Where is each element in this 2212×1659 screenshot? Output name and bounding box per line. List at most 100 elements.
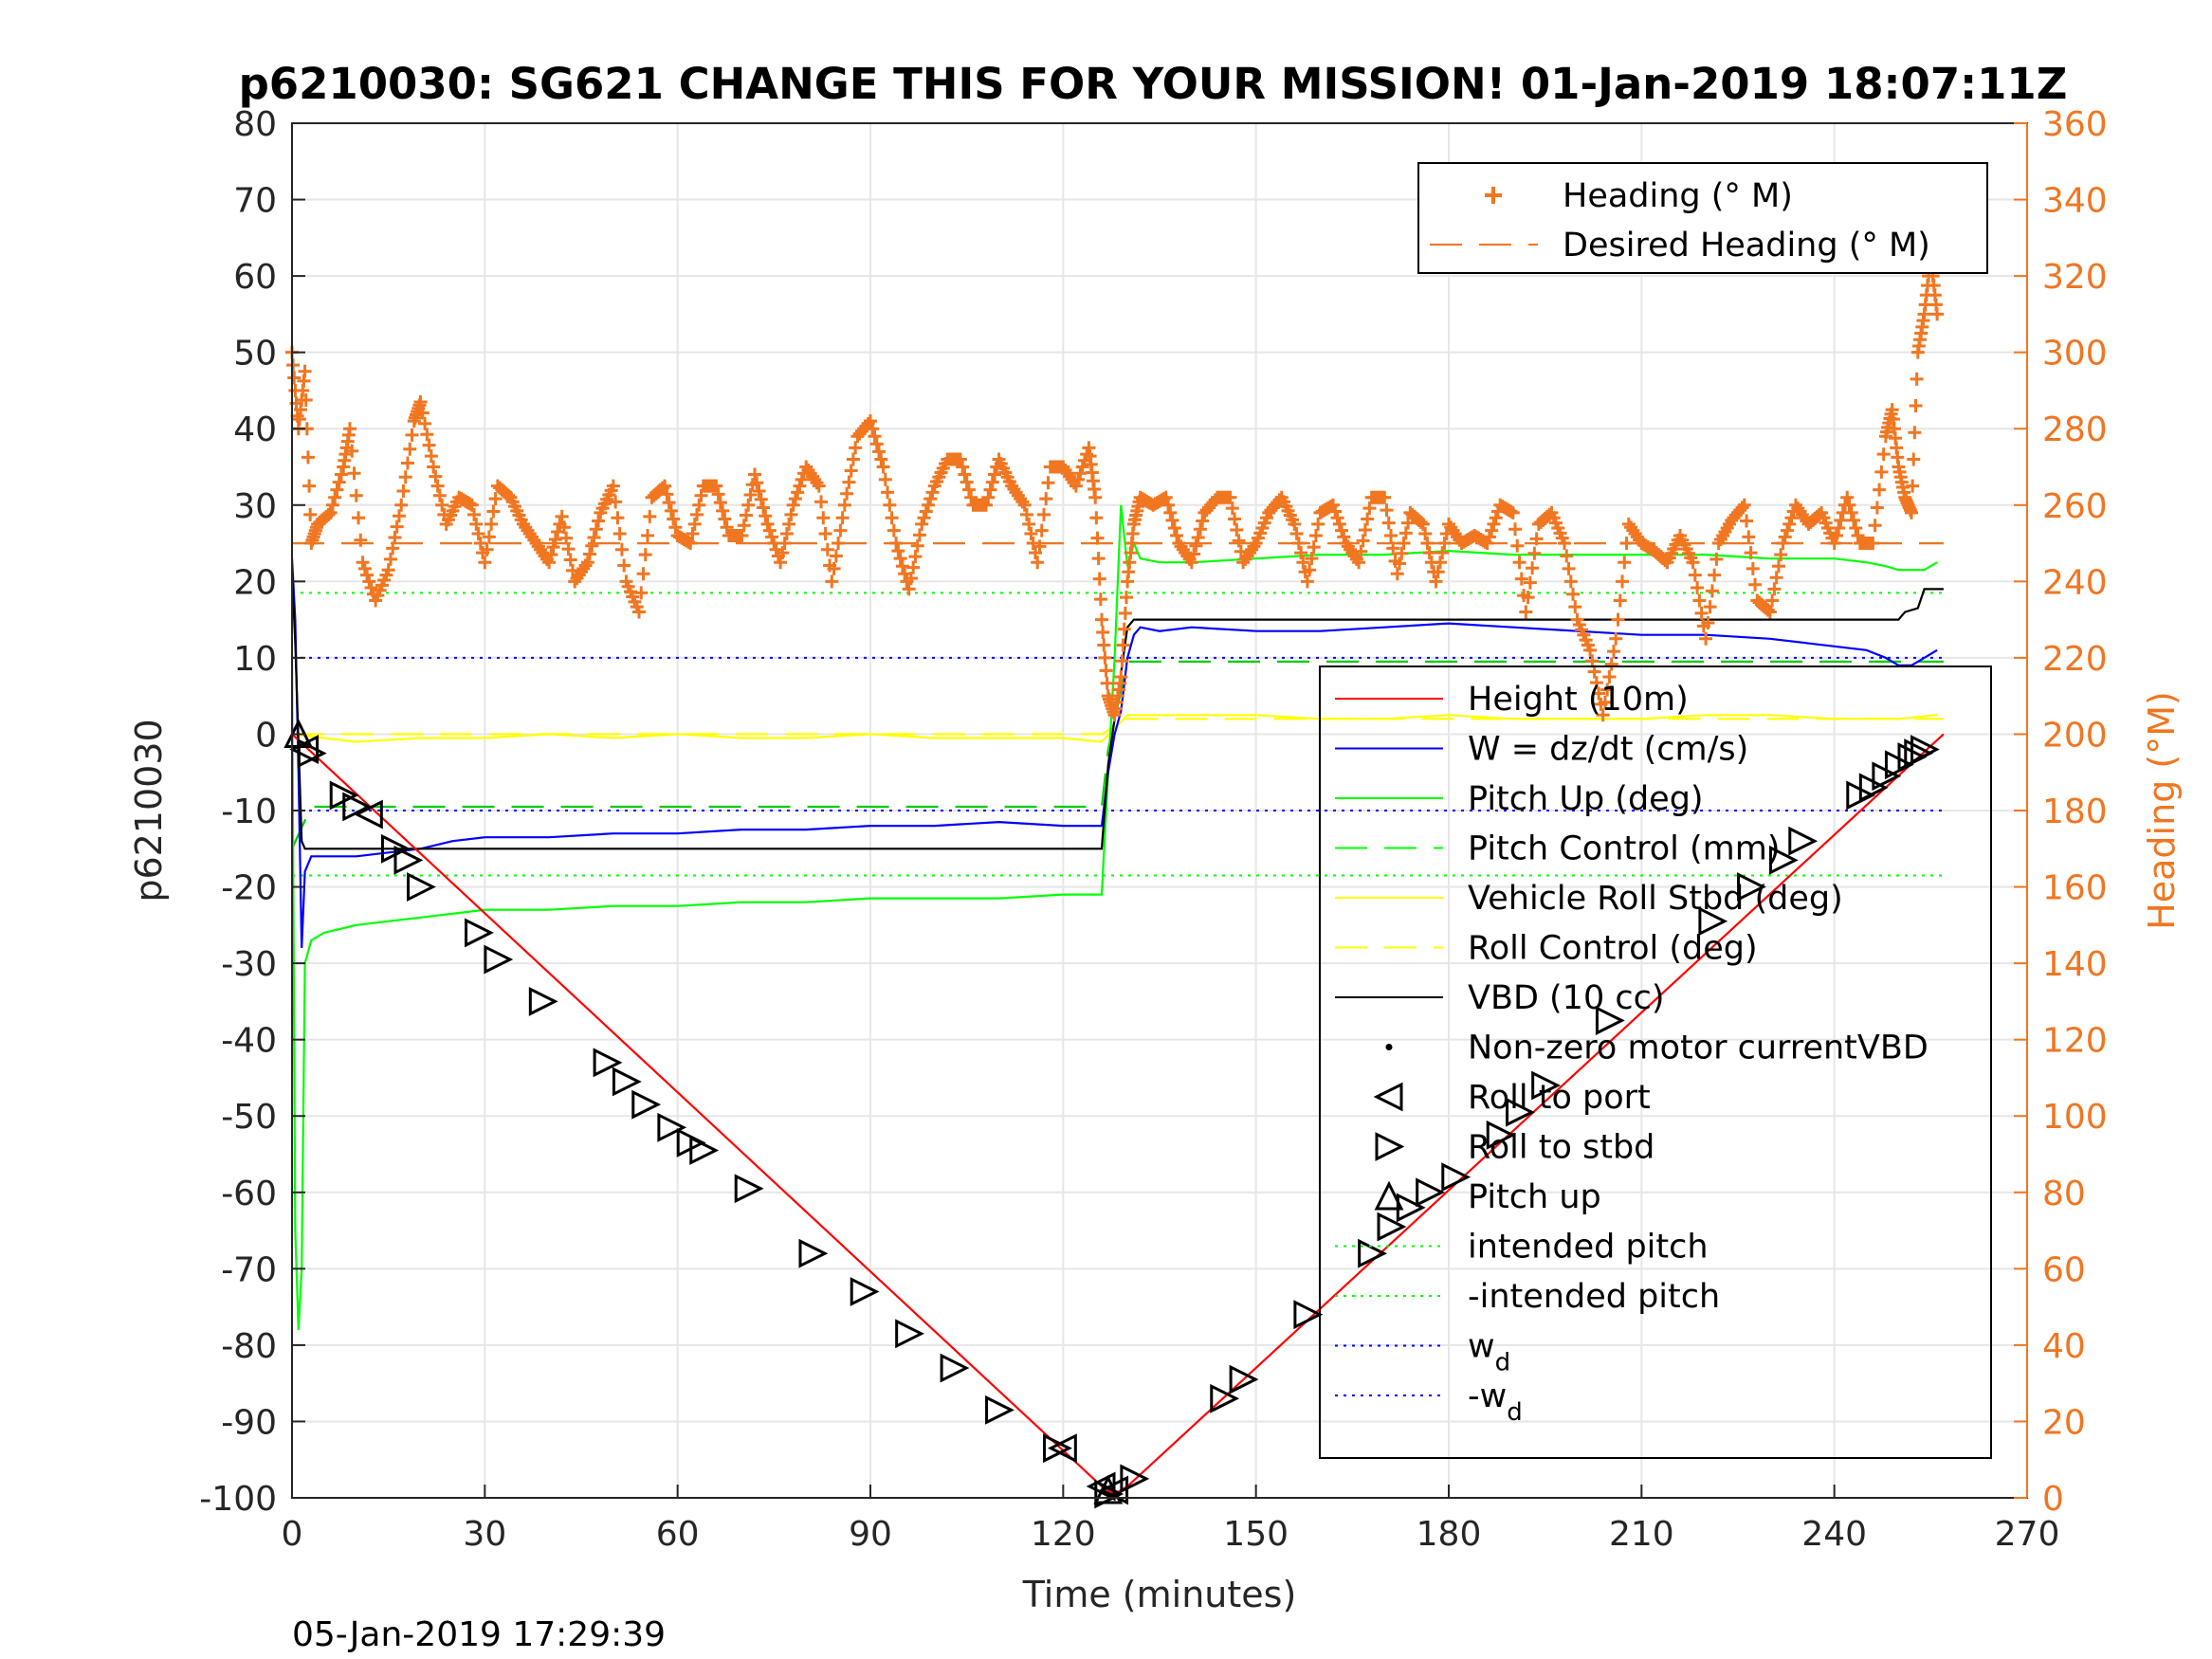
heading-point xyxy=(1437,537,1452,551)
heading-point xyxy=(687,517,702,531)
heading-point xyxy=(580,556,594,570)
heading-point xyxy=(827,561,841,575)
heading-point xyxy=(1909,399,1923,413)
heading-point xyxy=(1692,593,1707,608)
heading-point xyxy=(1223,490,1237,504)
y-right-tick-label: 320 xyxy=(2042,258,2108,297)
heading-point xyxy=(1041,476,1055,490)
heading-point xyxy=(1433,556,1447,570)
heading-point xyxy=(814,495,829,509)
heading-point xyxy=(1330,511,1344,525)
heading-point xyxy=(488,492,503,506)
heading-point xyxy=(1868,519,1882,533)
roll-to-stbd-marker xyxy=(1531,1070,1562,1101)
heading-point xyxy=(1091,552,1106,566)
heading-point xyxy=(398,470,412,484)
heading-point xyxy=(922,498,935,512)
heading-point xyxy=(1294,546,1308,560)
heading-point xyxy=(1228,512,1242,526)
heading-point xyxy=(328,490,342,504)
heading-point xyxy=(1431,565,1445,579)
roll-to-stbd-marker xyxy=(1441,1162,1472,1193)
y-tick-label: -30 xyxy=(221,945,277,984)
heading-point xyxy=(1397,537,1411,551)
heading-point xyxy=(1908,426,1922,440)
heading-point xyxy=(960,475,974,489)
heading-point xyxy=(878,472,892,486)
heading-point xyxy=(1589,676,1603,690)
heading-point xyxy=(667,512,681,526)
heading-point xyxy=(711,487,725,501)
heading-point xyxy=(542,556,557,570)
heading-point xyxy=(825,574,839,589)
heading-point xyxy=(1876,447,1891,462)
legend-label: Height (10m) xyxy=(1468,681,1689,719)
heading-point xyxy=(812,479,826,493)
heading-point xyxy=(686,526,700,540)
roll-to-stbd-marker xyxy=(1595,1006,1625,1035)
heading-point xyxy=(1618,556,1632,570)
heading-point xyxy=(1847,513,1860,527)
heading-point xyxy=(919,504,933,519)
heading-point xyxy=(1095,612,1108,627)
heading-point xyxy=(1616,574,1629,589)
heading-point xyxy=(1527,546,1542,560)
heading-point xyxy=(1354,544,1368,558)
y-axis-right-label: Heading (°M) xyxy=(2141,691,2183,930)
heading-point xyxy=(752,484,766,499)
heading-point xyxy=(559,531,574,545)
heading-point xyxy=(1300,574,1314,589)
heading-point xyxy=(1780,523,1794,538)
legend-main: Height (10m) W = dz/dt (cm/s) Pitch Up (de… xyxy=(1319,665,1992,1459)
heading-point xyxy=(323,505,338,520)
heading-point xyxy=(1332,517,1346,531)
heading-point xyxy=(1380,503,1394,518)
heading-point xyxy=(606,479,620,493)
series-pitch-control-mm xyxy=(290,660,1944,849)
heading-point xyxy=(1115,654,1129,668)
legend-heading-swatch xyxy=(1485,187,1502,204)
grid xyxy=(292,123,2027,1498)
roll-to-stbd-marker xyxy=(342,792,373,822)
heading-point xyxy=(345,444,359,458)
heading-point xyxy=(1776,537,1790,551)
heading-point xyxy=(777,537,792,551)
heading-point xyxy=(1114,670,1128,684)
roll-to-port-marker xyxy=(353,799,383,830)
heading-point xyxy=(1335,523,1349,538)
heading-point xyxy=(392,509,406,523)
heading-point xyxy=(1117,622,1131,636)
y-right-tick-label: 80 xyxy=(2042,1175,2086,1213)
y-tick-label: 70 xyxy=(233,182,277,221)
x-tick-label: 120 xyxy=(1031,1515,1096,1554)
heading-point xyxy=(1184,556,1198,570)
heading-point xyxy=(1523,575,1537,590)
heading-point xyxy=(1907,452,1921,466)
y-tick-label: 10 xyxy=(233,640,277,679)
heading-point xyxy=(1487,517,1501,531)
heading-point xyxy=(486,504,501,519)
heading-point xyxy=(1019,507,1033,521)
heading-point xyxy=(748,467,761,482)
heading-point xyxy=(1705,584,1719,598)
heading-point xyxy=(1778,530,1792,544)
y-tick-label: 20 xyxy=(233,563,277,602)
heading-point xyxy=(636,567,650,581)
heading-point xyxy=(1022,517,1036,531)
heading-point xyxy=(716,503,730,518)
heading-point xyxy=(1024,526,1038,540)
heading-point xyxy=(557,520,571,535)
heading-point xyxy=(1870,501,1884,515)
heading-point xyxy=(1782,517,1797,531)
heading-point xyxy=(1167,520,1181,535)
legend-label: Roll to port xyxy=(1468,1079,1651,1117)
roll-to-stbd-marker xyxy=(1416,1177,1446,1208)
heading-point xyxy=(1849,520,1863,535)
roll-to-stbd-marker xyxy=(1768,845,1799,875)
heading-point xyxy=(632,605,646,619)
heading-point xyxy=(981,490,996,504)
y-right-tick-label: 20 xyxy=(2042,1403,2086,1442)
heading-point xyxy=(1905,505,1918,520)
roll-to-stbd-marker xyxy=(1698,906,1728,937)
heading-point xyxy=(1393,556,1407,571)
